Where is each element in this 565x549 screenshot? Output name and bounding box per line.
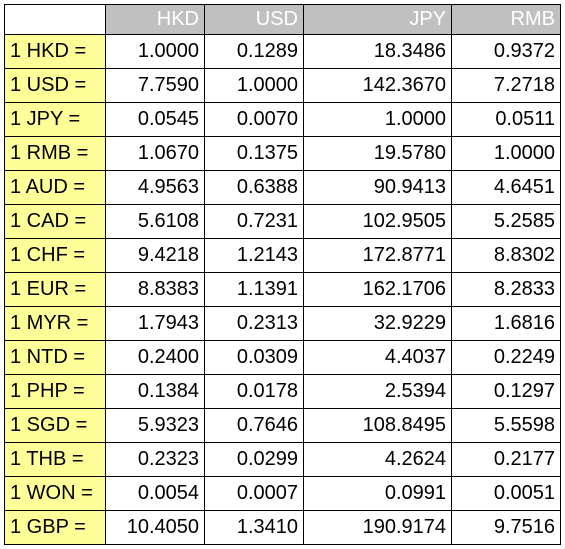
rate-cell[interactable]: 0.2400 xyxy=(105,340,205,375)
rate-cell[interactable]: 5.9323 xyxy=(105,408,205,443)
header-row: HKD USD JPY RMB xyxy=(4,4,561,35)
column-header-rmb[interactable]: RMB xyxy=(451,4,561,35)
rate-cell[interactable]: 7.7590 xyxy=(105,68,205,103)
row-label-cell[interactable]: 1 RMB = xyxy=(4,136,106,171)
rate-cell[interactable]: 0.0991 xyxy=(303,476,452,511)
row-label-cell[interactable]: 1 AUD = xyxy=(4,170,106,205)
table-row: 1 HKD = 1.0000 0.1289 18.3486 0.9372 xyxy=(4,34,561,69)
rate-cell[interactable]: 0.0299 xyxy=(204,442,304,477)
rate-cell[interactable]: 142.3670 xyxy=(303,68,452,103)
rate-cell[interactable]: 2.5394 xyxy=(303,374,452,409)
rate-cell[interactable]: 172.8771 xyxy=(303,238,452,273)
rate-cell[interactable]: 0.0070 xyxy=(204,102,304,137)
rate-cell[interactable]: 0.0054 xyxy=(105,476,205,511)
column-header-hkd[interactable]: HKD xyxy=(105,4,205,35)
rate-cell[interactable]: 7.2718 xyxy=(451,68,561,103)
rate-cell[interactable]: 0.0178 xyxy=(204,374,304,409)
table-body: 1 HKD = 1.0000 0.1289 18.3486 0.9372 1 USD = 7… xyxy=(4,34,561,545)
table-row: 1 NTD = 0.2400 0.0309 4.4037 0.2249 xyxy=(4,340,561,375)
rate-cell[interactable]: 1.0670 xyxy=(105,136,205,171)
rate-cell[interactable]: 108.8495 xyxy=(303,408,452,443)
rate-cell[interactable]: 8.8302 xyxy=(451,238,561,273)
table-row: 1 PHP = 0.1384 0.0178 2.5394 0.1297 xyxy=(4,374,561,409)
row-label-cell[interactable]: 1 GBP = xyxy=(4,510,106,545)
rate-cell[interactable]: 1.0000 xyxy=(105,34,205,69)
rate-cell[interactable]: 1.0000 xyxy=(303,102,452,137)
table-row: 1 AUD = 4.9563 0.6388 90.9413 4.6451 xyxy=(4,170,561,205)
row-label-cell[interactable]: 1 HKD = xyxy=(4,34,106,69)
rate-cell[interactable]: 5.6108 xyxy=(105,204,205,239)
rate-cell[interactable]: 0.0545 xyxy=(105,102,205,137)
table-row: 1 THB = 0.2323 0.0299 4.2624 0.2177 xyxy=(4,442,561,477)
rate-cell[interactable]: 0.0309 xyxy=(204,340,304,375)
row-label-cell[interactable]: 1 EUR = xyxy=(4,272,106,307)
table-row: 1 MYR = 1.7943 0.2313 32.9229 1.6816 xyxy=(4,306,561,341)
rate-cell[interactable]: 1.3410 xyxy=(204,510,304,545)
rate-cell[interactable]: 0.0511 xyxy=(451,102,561,137)
table-row: 1 EUR = 8.8383 1.1391 162.1706 8.2833 xyxy=(4,272,561,307)
row-label-cell[interactable]: 1 WON = xyxy=(4,476,106,511)
rate-cell[interactable]: 0.1375 xyxy=(204,136,304,171)
rate-cell[interactable]: 0.7231 xyxy=(204,204,304,239)
table-row: 1 USD = 7.7590 1.0000 142.3670 7.2718 xyxy=(4,68,561,103)
rate-cell[interactable]: 4.9563 xyxy=(105,170,205,205)
rate-cell[interactable]: 4.6451 xyxy=(451,170,561,205)
rate-cell[interactable]: 32.9229 xyxy=(303,306,452,341)
rate-cell[interactable]: 0.2177 xyxy=(451,442,561,477)
rate-cell[interactable]: 5.2585 xyxy=(451,204,561,239)
rate-cell[interactable]: 0.9372 xyxy=(451,34,561,69)
row-label-cell[interactable]: 1 CAD = xyxy=(4,204,106,239)
rate-cell[interactable]: 1.6816 xyxy=(451,306,561,341)
rate-cell[interactable]: 10.4050 xyxy=(105,510,205,545)
table-row: 1 WON = 0.0054 0.0007 0.0991 0.0051 xyxy=(4,476,561,511)
rate-cell[interactable]: 162.1706 xyxy=(303,272,452,307)
rate-cell[interactable]: 1.0000 xyxy=(451,136,561,171)
rate-cell[interactable]: 190.9174 xyxy=(303,510,452,545)
exchange-rate-table: HKD USD JPY RMB 1 HKD = 1.0000 0.1289 18.34… xyxy=(4,4,561,545)
rate-cell[interactable]: 0.1297 xyxy=(451,374,561,409)
row-label-cell[interactable]: 1 USD = xyxy=(4,68,106,103)
row-label-cell[interactable]: 1 JPY = xyxy=(4,102,106,137)
rate-cell[interactable]: 4.2624 xyxy=(303,442,452,477)
rate-cell[interactable]: 5.5598 xyxy=(451,408,561,443)
table-row: 1 CHF = 9.4218 1.2143 172.8771 8.8302 xyxy=(4,238,561,273)
row-label-cell[interactable]: 1 THB = xyxy=(4,442,106,477)
row-label-cell[interactable]: 1 CHF = xyxy=(4,238,106,273)
rate-cell[interactable]: 90.9413 xyxy=(303,170,452,205)
row-label-cell[interactable]: 1 NTD = xyxy=(4,340,106,375)
rate-cell[interactable]: 4.4037 xyxy=(303,340,452,375)
row-label-cell[interactable]: 1 SGD = xyxy=(4,408,106,443)
rate-cell[interactable]: 1.1391 xyxy=(204,272,304,307)
rate-cell[interactable]: 1.7943 xyxy=(105,306,205,341)
rate-cell[interactable]: 102.9505 xyxy=(303,204,452,239)
rate-cell[interactable]: 9.4218 xyxy=(105,238,205,273)
row-label-cell[interactable]: 1 PHP = xyxy=(4,374,106,409)
table-row: 1 RMB = 1.0670 0.1375 19.5780 1.0000 xyxy=(4,136,561,171)
rate-cell[interactable]: 8.2833 xyxy=(451,272,561,307)
rate-cell[interactable]: 1.0000 xyxy=(204,68,304,103)
rate-cell[interactable]: 0.2323 xyxy=(105,442,205,477)
rate-cell[interactable]: 18.3486 xyxy=(303,34,452,69)
rate-cell[interactable]: 0.1289 xyxy=(204,34,304,69)
table-row: 1 GBP = 10.4050 1.3410 190.9174 9.7516 xyxy=(4,510,561,545)
rate-cell[interactable]: 0.0051 xyxy=(451,476,561,511)
table-row: 1 SGD = 5.9323 0.7646 108.8495 5.5598 xyxy=(4,408,561,443)
rate-cell[interactable]: 0.0007 xyxy=(204,476,304,511)
rate-cell[interactable]: 0.6388 xyxy=(204,170,304,205)
row-label-cell[interactable]: 1 MYR = xyxy=(4,306,106,341)
column-header-usd[interactable]: USD xyxy=(204,4,304,35)
rate-cell[interactable]: 0.2249 xyxy=(451,340,561,375)
rate-cell[interactable]: 9.7516 xyxy=(451,510,561,545)
rate-cell[interactable]: 0.7646 xyxy=(204,408,304,443)
corner-cell xyxy=(4,4,106,35)
rate-cell[interactable]: 0.1384 xyxy=(105,374,205,409)
table-row: 1 JPY = 0.0545 0.0070 1.0000 0.0511 xyxy=(4,102,561,137)
rate-cell[interactable]: 1.2143 xyxy=(204,238,304,273)
rate-cell[interactable]: 19.5780 xyxy=(303,136,452,171)
rate-cell[interactable]: 8.8383 xyxy=(105,272,205,307)
table-row: 1 CAD = 5.6108 0.7231 102.9505 5.2585 xyxy=(4,204,561,239)
rate-cell[interactable]: 0.2313 xyxy=(204,306,304,341)
column-header-jpy[interactable]: JPY xyxy=(303,4,452,35)
